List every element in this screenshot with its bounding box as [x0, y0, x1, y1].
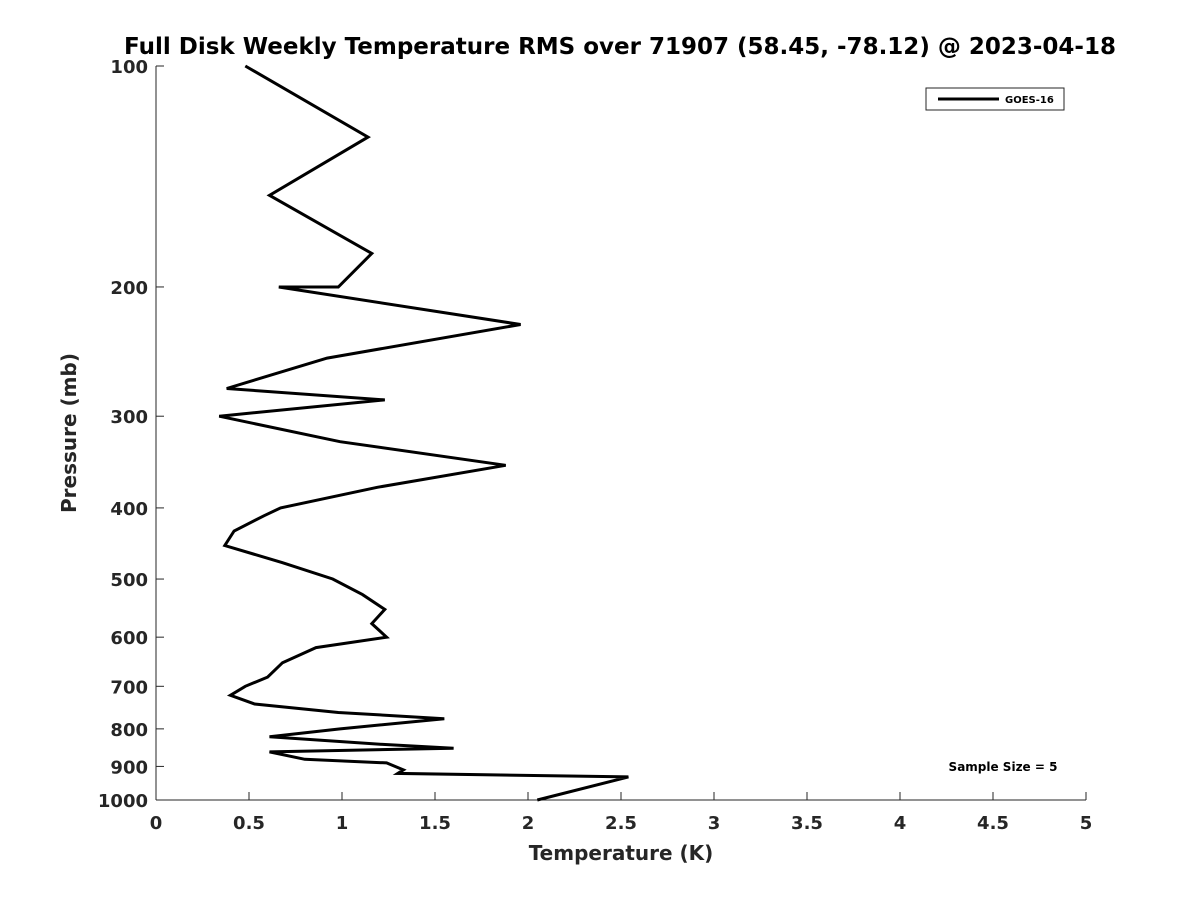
x-tick-label: 2.5 [605, 813, 637, 834]
y-tick-label: 700 [110, 677, 148, 698]
legend-label: GOES-16 [1005, 95, 1054, 106]
x-axis-ticks: 0 0.5 1 1.5 2 2.5 3 3.5 4 4.5 5 [150, 792, 1093, 834]
series-layer [218, 64, 629, 802]
sample-size-annotation: Sample Size = 5 [949, 760, 1058, 774]
y-tick-label: 300 [110, 407, 148, 428]
x-tick-label: 4.5 [977, 813, 1009, 834]
y-axis-ticks: 100 200 300 400 500 600 700 800 900 1000 [98, 57, 164, 812]
y-tick-label: 500 [110, 570, 148, 591]
x-tick-label: 1 [336, 813, 349, 834]
x-axis-label: Temperature (K) [529, 841, 714, 865]
y-tick-label: 800 [110, 720, 148, 741]
x-tick-label: 0 [150, 813, 163, 834]
y-tick-label: 900 [110, 757, 148, 778]
y-axis-label: Pressure (mb) [57, 353, 81, 513]
x-tick-label: 4 [894, 813, 907, 834]
y-tick-label: 400 [110, 499, 148, 520]
x-tick-label: 0.5 [233, 813, 265, 834]
series-line-goes-16 [218, 64, 629, 802]
y-tick-label: 600 [110, 628, 148, 649]
y-tick-label: 100 [110, 57, 148, 78]
x-tick-label: 1.5 [419, 813, 451, 834]
x-tick-label: 2 [522, 813, 535, 834]
y-tick-label: 200 [110, 278, 148, 299]
x-tick-label: 3.5 [791, 813, 823, 834]
y-tick-label: 1000 [98, 791, 148, 812]
chart-title: Full Disk Weekly Temperature RMS over 71… [124, 34, 1116, 60]
x-tick-label: 3 [708, 813, 721, 834]
legend: GOES-16 [925, 87, 1065, 111]
x-tick-label: 5 [1080, 813, 1093, 834]
